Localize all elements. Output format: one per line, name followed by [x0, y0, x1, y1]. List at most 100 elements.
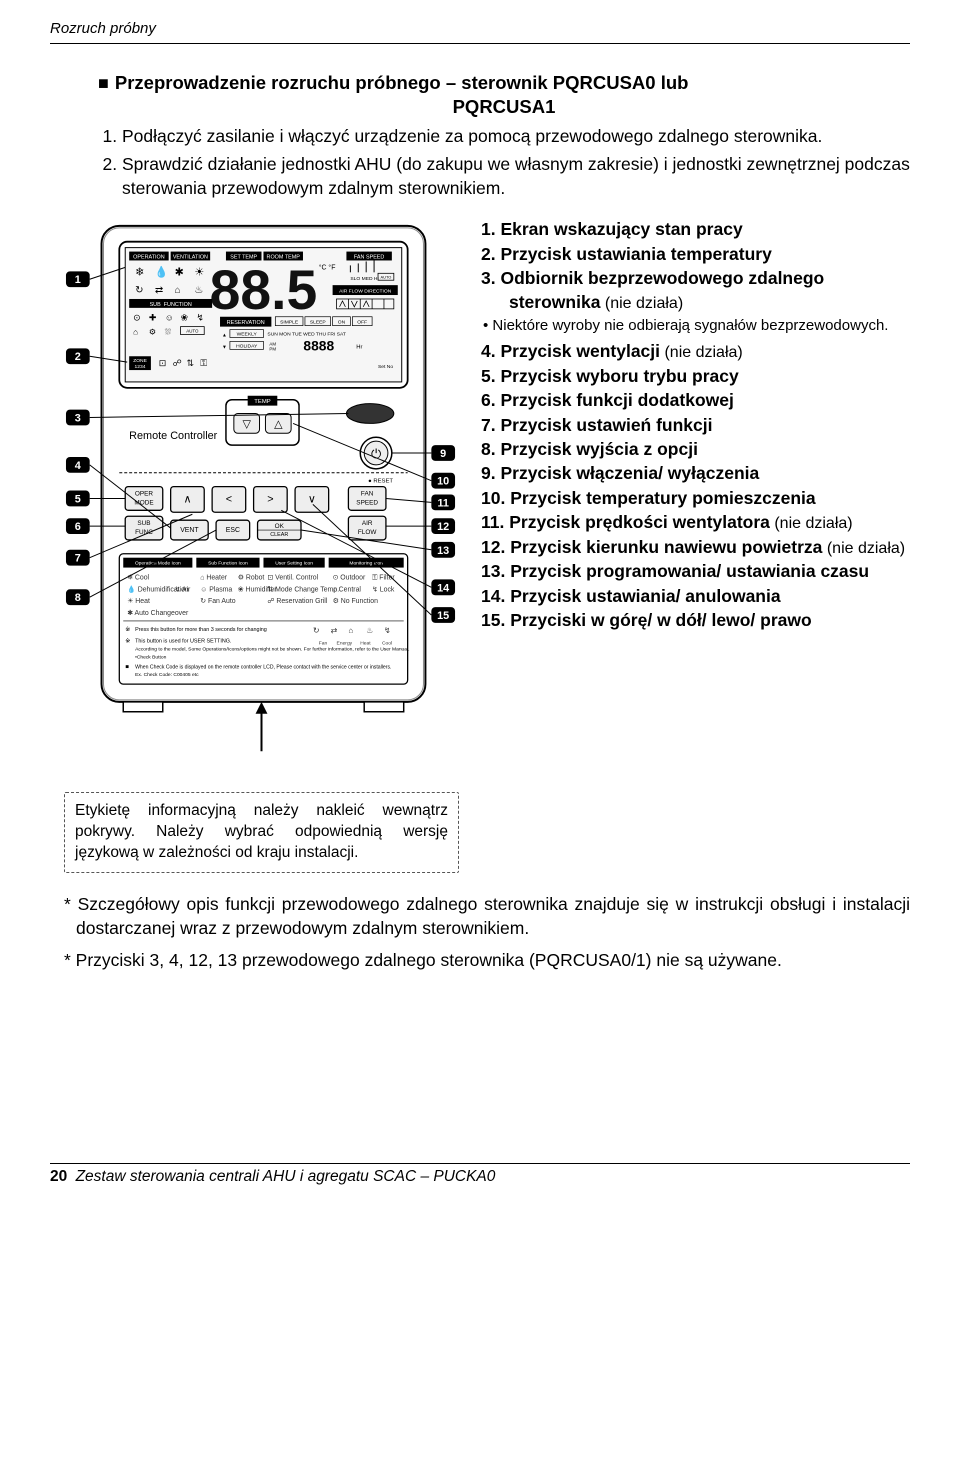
footer-text: Zestaw sterowania centrali AHU i agregat…: [76, 1168, 496, 1185]
function-item: 15. Przyciski w górę/ w dół/ lewo/ prawo: [481, 609, 910, 632]
svg-text:❀: ❀: [181, 313, 189, 323]
svg-text:When Check Code is displayed o: When Check Code is displayed on the remo…: [135, 665, 391, 671]
svg-text:↯: ↯: [384, 626, 391, 635]
svg-text:PM: PM: [269, 347, 276, 352]
svg-text:∧: ∧: [183, 494, 191, 506]
svg-text:ZONE: ZONE: [133, 359, 147, 365]
svg-text:TEMP: TEMP: [254, 400, 270, 406]
svg-text:⊙ Outdoor: ⊙ Outdoor: [333, 575, 366, 582]
svg-text:HOLIDAY: HOLIDAY: [236, 344, 258, 350]
svg-text:88.5: 88.5: [210, 259, 318, 321]
function-item: 12. Przycisk kierunku nawiewu powietrza …: [481, 536, 910, 559]
function-list: 1. Ekran wskazujący stan pracy2. Przycis…: [481, 218, 910, 633]
svg-text:AUTO: AUTO: [380, 275, 391, 280]
svg-text:1: 1: [75, 275, 81, 287]
svg-text:OFF: OFF: [357, 320, 367, 326]
remote-controller-svg: OPERATION VENTILATION SET TEMP ROOM TEMP…: [64, 218, 459, 771]
svg-text:According to the model, Some O: According to the model, Some Operations/…: [135, 647, 409, 653]
svg-text:AUTO: AUTO: [186, 329, 199, 334]
title-line1: Przeprowadzenie rozruchu próbnego – ster…: [115, 72, 689, 93]
svg-text:❄: ❄: [135, 267, 144, 279]
svg-text:3: 3: [75, 413, 81, 425]
svg-text:>: >: [267, 494, 273, 506]
svg-text:AIR: AIR: [362, 521, 373, 528]
svg-text:⌂: ⌂: [175, 285, 181, 296]
svg-text:Operation Mode Icon: Operation Mode Icon: [135, 561, 181, 567]
footer: 20 Zestaw sterowania centrali AHU i agre…: [50, 1168, 910, 1186]
svg-text:⚙: ⚙: [149, 328, 156, 337]
svg-text:☍: ☍: [173, 359, 182, 369]
svg-text:Set No: Set No: [378, 365, 393, 371]
svg-text:✱: ✱: [175, 267, 184, 279]
intro-item: Sprawdzić działanie jednostki AHU (do za…: [122, 152, 910, 200]
bottom-rule: [50, 1163, 910, 1164]
top-rule: [50, 43, 910, 44]
svg-text:☀: ☀: [194, 267, 204, 279]
function-item: 1. Ekran wskazujący stan pracy: [481, 218, 910, 241]
svg-text:This button is used for USER S: This button is used for USER SETTING.: [135, 639, 232, 645]
svg-text:OK: OK: [275, 523, 285, 530]
svg-text:▽: ▽: [243, 419, 252, 431]
svg-text:⌂: ⌂: [348, 626, 353, 635]
svg-text:※: ※: [125, 626, 130, 633]
svg-text:Sub Function Icon: Sub Function Icon: [208, 561, 248, 567]
svg-text:⚙ No Function: ⚙ No Function: [333, 598, 379, 606]
svg-text:SIMPLE: SIMPLE: [280, 320, 299, 326]
svg-text:SPEED: SPEED: [356, 500, 378, 507]
svg-text:▼: ▼: [222, 346, 227, 351]
svg-text:14: 14: [437, 583, 449, 595]
intro-item: Podłączyć zasilanie i włączyć urządzenie…: [122, 124, 910, 148]
svg-text:AIR FLOW DIRECTION: AIR FLOW DIRECTION: [339, 289, 392, 295]
svg-text:FAN SPEED: FAN SPEED: [354, 255, 385, 261]
function-item: 14. Przycisk ustawiania/ anulowania: [481, 585, 910, 608]
svg-text:Cool: Cool: [382, 641, 392, 647]
svg-text:● RESET: ● RESET: [368, 479, 393, 485]
remote-figure: OPERATION VENTILATION SET TEMP ROOM TEMP…: [64, 218, 459, 873]
svg-text:⌂ Heater: ⌂ Heater: [200, 575, 228, 582]
svg-text:Energy: Energy: [337, 641, 353, 647]
footnotes: * Szczegółowy opis funkcji przewodowego …: [50, 893, 910, 972]
page-header: Rozruch próbny: [50, 20, 910, 37]
label-info-box: Etykietę informacyjną należy nakleić wew…: [64, 792, 459, 873]
svg-text:ON: ON: [338, 320, 346, 326]
section-title: ■Przeprowadzenie rozruchu próbnego – ste…: [50, 72, 910, 118]
svg-text:MODE: MODE: [134, 500, 153, 507]
svg-text:6: 6: [75, 521, 81, 533]
intro-list: Podłączyć zasilanie i włączyć urządzenie…: [50, 124, 910, 200]
svg-text:⇄: ⇄: [331, 626, 338, 635]
svg-text:8888: 8888: [303, 338, 334, 354]
svg-text:↻: ↻: [313, 626, 320, 635]
svg-text:4: 4: [75, 460, 81, 472]
svg-text:7: 7: [75, 553, 81, 565]
svg-text:⌂ Central: ⌂ Central: [333, 587, 362, 594]
svg-text:Ex. Check Code: C00405 etc: Ex. Check Code: C00405 etc: [135, 673, 199, 679]
svg-text:SUB: SUB: [137, 521, 150, 528]
svg-text:▲: ▲: [222, 334, 227, 339]
svg-text:SLO MED HI: SLO MED HI: [350, 277, 378, 283]
svg-text:☺: ☺: [165, 313, 174, 323]
svg-text:8: 8: [75, 593, 81, 605]
svg-text:°C °F: °C °F: [319, 264, 336, 272]
svg-text:Heat: Heat: [360, 641, 371, 647]
svg-text:⇅ Mode Change Temp.: ⇅ Mode Change Temp.: [267, 587, 339, 594]
svg-text:☀ Heat: ☀ Heat: [127, 598, 150, 606]
svg-text:OPER: OPER: [135, 491, 154, 498]
footnote: * Szczegółowy opis funkcji przewodowego …: [64, 893, 910, 941]
svg-text:12: 12: [437, 521, 449, 533]
svg-text:9: 9: [440, 448, 446, 460]
function-item: 11. Przycisk prędkości wentylatora (nie …: [481, 511, 910, 534]
function-item: 10. Przycisk temperatury pomieszczenia: [481, 487, 910, 510]
function-item: 13. Przycisk programowania/ ustawiania c…: [481, 560, 910, 583]
svg-text:10: 10: [437, 476, 449, 488]
svg-text:♨: ♨: [366, 626, 373, 635]
svg-text:•Check Button: •Check Button: [135, 655, 167, 661]
svg-text:2: 2: [75, 352, 81, 364]
svg-text:1234: 1234: [135, 365, 146, 371]
function-item: 3. Odbiornik bezprzewodowego zdalnego st…: [481, 267, 910, 336]
svg-text:⇄: ⇄: [155, 285, 163, 296]
svg-text:Press this button for more tha: Press this button for more than 3 second…: [135, 627, 267, 633]
svg-text:⚙ Robot: ⚙ Robot: [238, 574, 265, 582]
function-item: 7. Przycisk ustawień funkcji: [481, 414, 910, 437]
svg-text:⌂: ⌂: [133, 328, 138, 337]
function-subnote: Niektóre wyroby nie odbierają sygnałów b…: [509, 316, 910, 336]
